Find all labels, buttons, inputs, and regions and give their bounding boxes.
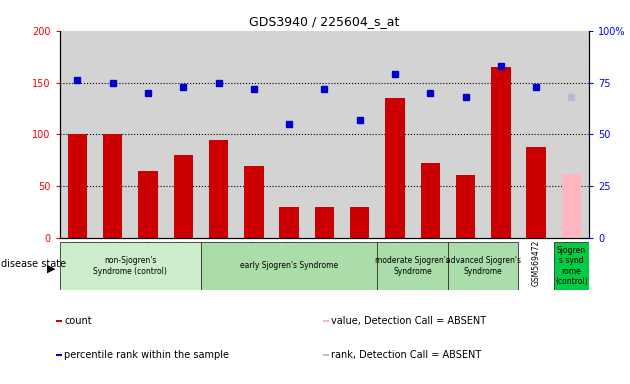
Bar <box>456 175 475 238</box>
Text: advanced Sjogren's
Syndrome: advanced Sjogren's Syndrome <box>445 256 521 276</box>
Bar <box>448 242 518 290</box>
Bar <box>166 31 201 238</box>
Bar <box>280 207 299 238</box>
Text: rank, Detection Call = ABSENT: rank, Detection Call = ABSENT <box>331 350 481 360</box>
Text: percentile rank within the sample: percentile rank within the sample <box>64 350 229 360</box>
Text: Sjogren
s synd
rome
(control): Sjogren s synd rome (control) <box>555 246 588 286</box>
Bar <box>377 242 448 290</box>
Bar <box>244 166 263 238</box>
Bar <box>201 31 236 238</box>
Bar <box>323 320 329 322</box>
Bar <box>554 242 589 290</box>
Bar <box>236 31 272 238</box>
Bar <box>272 31 307 238</box>
Text: moderate Sjogren's
Syndrome: moderate Sjogren's Syndrome <box>375 256 450 276</box>
Text: value, Detection Call = ABSENT: value, Detection Call = ABSENT <box>331 316 486 326</box>
Bar <box>60 31 95 238</box>
Bar <box>130 31 166 238</box>
Bar <box>350 207 369 238</box>
Bar <box>201 242 377 290</box>
Bar <box>518 31 554 238</box>
Bar <box>554 31 589 238</box>
Text: early Sjogren's Syndrome: early Sjogren's Syndrome <box>240 262 338 270</box>
Text: count: count <box>64 316 92 326</box>
Bar <box>68 134 87 238</box>
Bar <box>139 170 158 238</box>
Title: GDS3940 / 225604_s_at: GDS3940 / 225604_s_at <box>249 15 399 28</box>
Bar <box>60 242 201 290</box>
Bar <box>307 31 342 238</box>
Bar <box>527 147 546 238</box>
Bar <box>377 31 413 238</box>
Bar <box>448 31 483 238</box>
Bar <box>491 67 510 238</box>
Bar <box>342 31 377 238</box>
Bar <box>323 354 329 356</box>
Bar <box>209 139 228 238</box>
Bar <box>56 320 62 322</box>
Bar <box>562 174 581 238</box>
Bar <box>421 164 440 238</box>
Bar <box>386 98 404 238</box>
Bar <box>95 31 130 238</box>
Text: ▶: ▶ <box>47 263 55 273</box>
Bar <box>174 155 193 238</box>
Bar <box>413 31 448 238</box>
Bar <box>483 31 518 238</box>
Text: non-Sjogren's
Syndrome (control): non-Sjogren's Syndrome (control) <box>93 256 168 276</box>
Bar <box>56 354 62 356</box>
Text: disease state: disease state <box>1 258 66 268</box>
Bar <box>315 207 334 238</box>
Bar <box>103 134 122 238</box>
